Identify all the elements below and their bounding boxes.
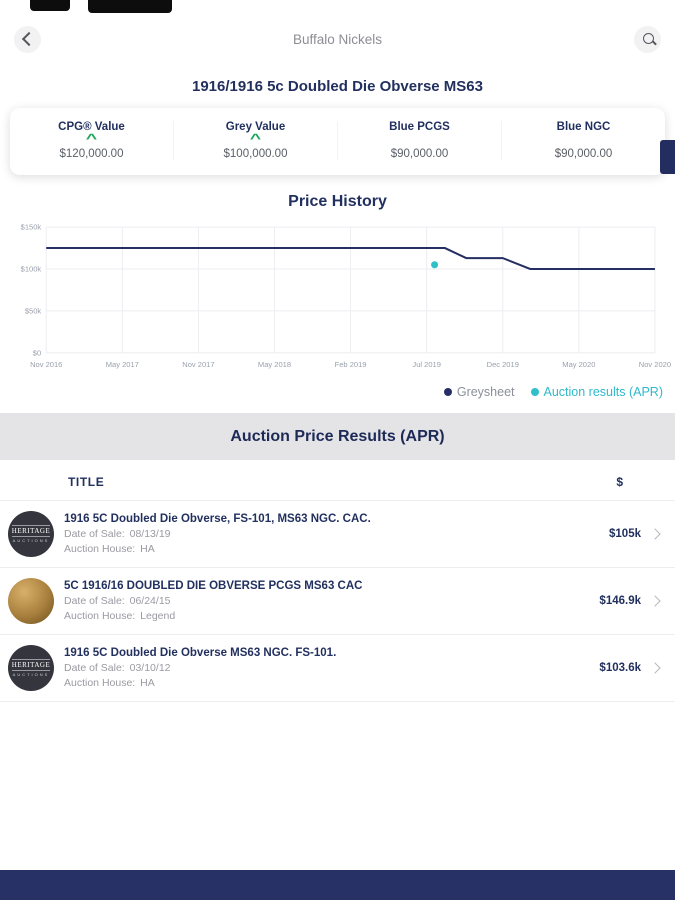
bottom-nav-bar [0, 870, 675, 900]
date-label: Date of Sale: [64, 662, 125, 674]
greysheet-dot-icon [443, 388, 452, 396]
value-col-grey: Grey Value ^ $100,000.00 [174, 121, 338, 160]
svg-text:$150k: $150k [21, 223, 42, 232]
value-col-blue-ngc: Blue NGC $90,000.00 [502, 121, 665, 160]
auction-date: Date of Sale: 06/24/15 [64, 595, 599, 607]
chevron-right-icon[interactable] [649, 528, 661, 540]
trend-up-icon: ^ [85, 131, 98, 146]
auction-title: 1916 5C Doubled Die Obverse MS63 NGC. FS… [64, 647, 337, 659]
column-header-price: $ [616, 475, 623, 489]
date-value: 06/24/15 [129, 595, 171, 607]
svg-text:Nov 2020: Nov 2020 [639, 360, 671, 369]
chart-legend: Greysheet Auction results (APR) [12, 385, 663, 399]
svg-text:Jul 2019: Jul 2019 [412, 360, 440, 369]
auction-result-row[interactable]: HERITAGE AUCTIONS 1916 5C Doubled Die Ob… [0, 635, 675, 702]
value-label: Blue NGC [556, 121, 611, 133]
date-value: 03/10/12 [129, 662, 171, 674]
legend-label: Greysheet [456, 385, 515, 399]
legend-greysheet[interactable]: Greysheet [443, 385, 515, 399]
heritage-auctions-logo: HERITAGE AUCTIONS [8, 511, 54, 557]
value-col-cpg: CPG® Value ^ $120,000.00 [10, 121, 174, 160]
back-button[interactable] [14, 25, 41, 53]
auction-result-text: 1916 5C Doubled Die Obverse, FS-101, MS6… [64, 513, 609, 555]
house-label: Auction House: [64, 543, 136, 555]
svg-text:Nov 2016: Nov 2016 [30, 360, 62, 369]
value-label: Grey Value [225, 121, 286, 133]
logo-text: AUCTIONS [12, 672, 50, 677]
auction-title: 5C 1916/16 DOUBLED DIE OBVERSE PCGS MS63… [64, 580, 363, 592]
legend-auction-results[interactable]: Auction results (APR) [530, 385, 663, 399]
coin-title: 1916/1916 5c Doubled Die Obverse MS63 [192, 78, 483, 95]
svg-text:May 2020: May 2020 [562, 360, 595, 369]
value-label: CPG® Value [58, 121, 125, 133]
value-amount: $90,000.00 [390, 148, 449, 160]
page-title: Buffalo Nickels [292, 31, 383, 47]
svg-text:$0: $0 [33, 348, 41, 357]
logo-text: HERITAGE [11, 525, 51, 537]
svg-text:May 2018: May 2018 [258, 360, 291, 369]
auction-result-text: 5C 1916/16 DOUBLED DIE OBVERSE PCGS MS63… [64, 580, 599, 622]
svg-text:$50k: $50k [25, 306, 42, 315]
value-amount: $90,000.00 [554, 148, 613, 160]
chevron-left-icon [21, 31, 37, 47]
price-history-title: Price History [288, 193, 387, 210]
logo-text: AUCTIONS [12, 538, 50, 543]
auction-date: Date of Sale: 03/10/12 [64, 662, 599, 674]
apr-title: Auction Price Results (APR) [230, 427, 445, 445]
value-label: Blue PCGS [389, 121, 450, 133]
column-header-title: TITLE [68, 475, 105, 489]
search-button[interactable] [634, 25, 661, 53]
date-label: Date of Sale: [64, 528, 125, 540]
apr-section-header: Auction Price Results (APR) [0, 413, 675, 460]
auction-date: Date of Sale: 08/13/19 [64, 528, 609, 540]
auction-result-row[interactable]: 5C 1916/16 DOUBLED DIE OBVERSE PCGS MS63… [0, 568, 675, 635]
auction-title: 1916 5C Doubled Die Obverse, FS-101, MS6… [64, 513, 371, 525]
auction-results-dot-icon [530, 388, 539, 396]
svg-text:Nov 2017: Nov 2017 [182, 360, 214, 369]
svg-text:Feb 2019: Feb 2019 [335, 360, 367, 369]
svg-text:Dec 2019: Dec 2019 [487, 360, 519, 369]
auction-house: Auction House: Legend [64, 610, 599, 622]
chevron-right-icon[interactable] [649, 662, 661, 674]
heritage-auctions-logo: HERITAGE AUCTIONS [8, 645, 54, 691]
house-label: Auction House: [64, 677, 136, 689]
value-col-blue-pcgs: Blue PCGS $90,000.00 [338, 121, 502, 160]
auction-result-row[interactable]: HERITAGE AUCTIONS 1916 5C Doubled Die Ob… [0, 501, 675, 568]
status-bar-shape [88, 0, 172, 13]
price-history-chart-area[interactable]: $0 $50k $100k $150k Nov 2016 May 2017 Nov 2017… [8, 219, 671, 371]
app-header: Buffalo Nickels [0, 16, 675, 62]
trend-up-icon: ^ [249, 131, 262, 146]
house-value: HA [140, 677, 155, 689]
values-card: CPG® Value ^ $120,000.00 Grey Value ^ $1… [10, 108, 665, 175]
house-value: Legend [140, 610, 176, 622]
svg-text:$100k: $100k [21, 264, 42, 273]
trend-spacer [461, 133, 675, 146]
status-bar [0, 0, 675, 16]
price-history-chart[interactable]: $0 $50k $100k $150k Nov 2016 May 2017 Nov 2017… [8, 219, 671, 371]
auction-price: $146.9k [599, 595, 641, 607]
chevron-right-icon[interactable] [649, 595, 661, 607]
value-amount: $100,000.00 [223, 148, 288, 160]
svg-text:May 2017: May 2017 [106, 360, 139, 369]
legend-label: Auction results (APR) [543, 385, 663, 399]
apr-table-header: TITLE $ [0, 460, 675, 501]
auction-house: Auction House: HA [64, 677, 599, 689]
auction-house: Auction House: HA [64, 543, 609, 555]
logo-text: HERITAGE [11, 659, 51, 671]
date-value: 08/13/19 [129, 528, 171, 540]
value-amount: $120,000.00 [59, 148, 124, 160]
search-icon [643, 32, 654, 44]
auction-result-text: 1916 5C Doubled Die Obverse MS63 NGC. FS… [64, 647, 599, 689]
coin-thumbnail [8, 578, 54, 624]
auction-price: $103.6k [599, 662, 641, 674]
date-label: Date of Sale: [64, 595, 125, 607]
right-edge-indicator [660, 140, 675, 174]
house-label: Auction House: [64, 610, 136, 622]
status-bar-shape [30, 0, 70, 11]
auction-price: $105k [609, 528, 641, 540]
house-value: HA [140, 543, 155, 555]
